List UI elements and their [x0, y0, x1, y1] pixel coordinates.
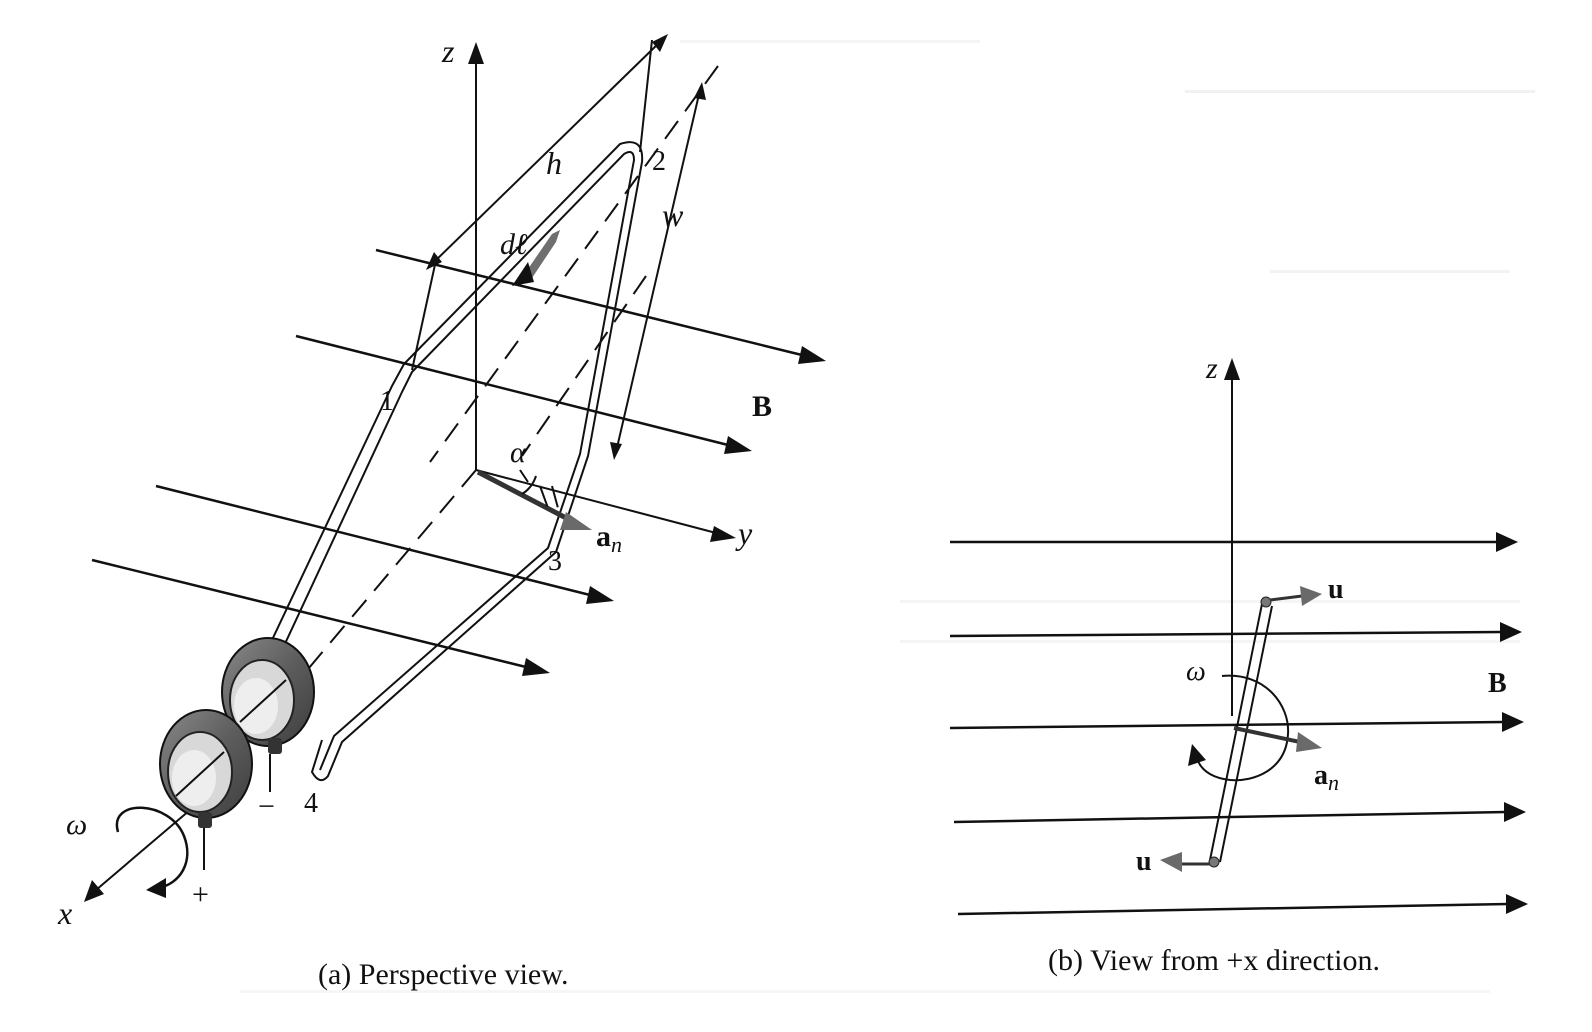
w-label: w — [662, 197, 684, 233]
y-axis — [475, 469, 736, 542]
x-axis-label: x — [57, 895, 72, 931]
omega-label-b: ω — [1186, 656, 1206, 687]
w-dimension — [610, 82, 706, 460]
slip-ring-back — [221, 637, 315, 747]
corner-label-3: 3 — [548, 546, 562, 577]
velocity-label-top: u — [1328, 574, 1344, 605]
corner-label-4: 4 — [304, 788, 318, 819]
slip-ring-front — [159, 709, 253, 819]
normal-label-b: an — [1314, 760, 1339, 795]
caption-a: (a) Perspective view. — [318, 958, 568, 991]
dl-label: dℓ — [500, 228, 528, 261]
omega-label-a: ω — [66, 808, 87, 841]
caption-b: (b) View from +x direction. — [1048, 944, 1380, 977]
omega-rotation-arrow-a — [115, 806, 189, 898]
normal-vector-b — [1233, 726, 1322, 752]
field-lines-b — [949, 532, 1528, 916]
angle-alpha-arc — [519, 469, 559, 509]
brush-minus — [268, 738, 282, 792]
h-label: h — [546, 145, 562, 181]
terminal-minus-label: − — [258, 790, 275, 823]
field-lines-a — [91, 248, 826, 676]
field-label-a: B — [752, 390, 772, 423]
loop-edge-view — [1208, 596, 1273, 868]
field-label-b: B — [1488, 668, 1507, 699]
normal-label-a: an — [596, 520, 622, 557]
z-axis-label-b: z — [1205, 352, 1218, 385]
rotation-axis-dashed — [429, 65, 719, 463]
corner-label-2: 2 — [652, 146, 666, 177]
normal-vector-a — [476, 469, 592, 530]
bleed-through-text — [240, 40, 1535, 993]
brush-plus — [198, 812, 212, 870]
alpha-label: α — [510, 436, 527, 469]
view-from-plus-x: z B u — [949, 352, 1528, 977]
z-axis-b — [1224, 358, 1240, 716]
current-element-dl — [512, 230, 560, 286]
velocity-vector-top — [1269, 586, 1322, 606]
perspective-view: z y x B — [57, 33, 826, 991]
z-axis-label: z — [441, 33, 455, 69]
rotating-loop — [271, 141, 644, 782]
y-axis-label: y — [735, 515, 753, 551]
omega-rotation-arrow-b — [1188, 674, 1290, 782]
h-dimension — [411, 34, 668, 371]
z-axis — [468, 42, 484, 470]
corner-label-1: 1 — [380, 386, 394, 417]
velocity-label-bottom: u — [1136, 846, 1152, 877]
velocity-vector-bottom — [1160, 852, 1210, 872]
terminal-plus-label: + — [192, 878, 209, 911]
